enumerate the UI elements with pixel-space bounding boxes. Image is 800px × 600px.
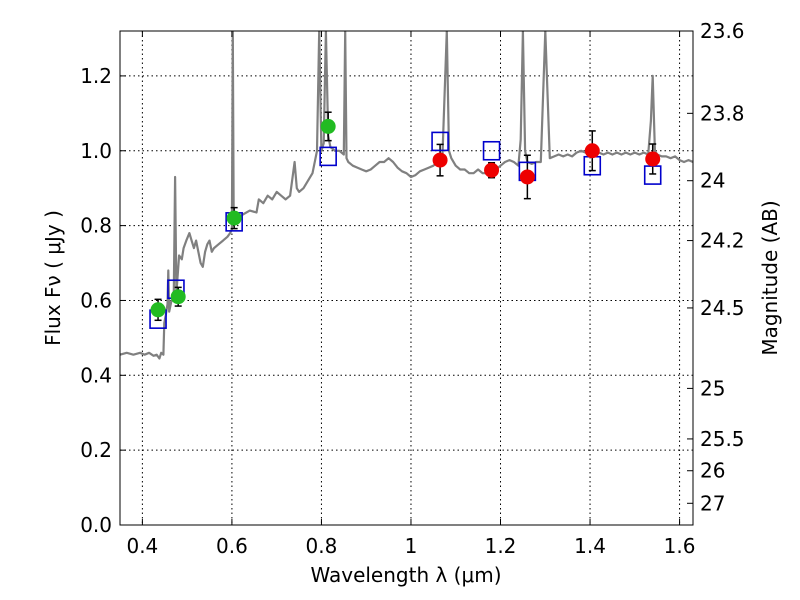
right-tick-label: 23.6 [700,19,745,43]
model-photometry-square [319,146,337,167]
grid [120,31,693,526]
tick-layer [120,30,693,526]
plot-frame [119,30,694,526]
right-axis-title: Magnitude (AB) [758,200,782,355]
y-axis-title: Flux Fν ( μJy ) [41,210,65,346]
photometry-point [170,289,186,305]
right-tick-label: 24.2 [700,229,745,253]
right-tick-label: 25 [700,376,725,400]
photometry-point [320,118,336,134]
photometry-point [519,169,535,185]
right-tick-label: 25.5 [700,427,745,451]
model-photometry-square [431,131,449,152]
x-tick-label: 1.6 [664,534,696,558]
y-tick-label: 0.8 [80,214,112,238]
right-tick-label: 27 [700,491,725,515]
photometry-point [432,152,448,168]
x-tick-label: 0.6 [216,534,248,558]
right-tick-label: 23.8 [700,101,745,125]
right-tick-label: 24.5 [700,296,745,320]
model-photometry-square [482,140,501,161]
x-tick-label: 1.4 [574,534,606,558]
y-tick-label: 0.0 [80,513,112,537]
photometry-point [150,302,166,318]
y-tick-label: 1.2 [80,64,112,88]
photometry-point [226,210,242,226]
photometry-point [645,151,661,167]
x-tick-label: 1 [405,534,418,558]
y-tick-label: 0.2 [80,438,112,462]
tick-label-layer: 0.4 0.6 0.8 1 1.2 1.4 1.6 0.0 0.2 0.4 0.6 0.8 1.0 1.2… [80,19,744,558]
right-tick-label: 26 [700,459,725,483]
spectrum-line [120,31,693,360]
spectrum-layer [120,31,693,360]
x-tick-label: 0.8 [306,534,338,558]
x-axis-title: Wavelength λ (μm) [310,563,501,587]
marker-layer [149,118,662,329]
photometry-point [484,162,500,178]
x-tick-label: 0.4 [126,534,158,558]
x-tick-label: 1.2 [485,534,517,558]
photometry-point [584,143,600,159]
y-tick-label: 1.0 [80,139,112,163]
y-tick-label: 0.6 [80,288,112,312]
y-tick-label: 0.4 [80,363,112,387]
right-tick-label: 24 [700,169,725,193]
